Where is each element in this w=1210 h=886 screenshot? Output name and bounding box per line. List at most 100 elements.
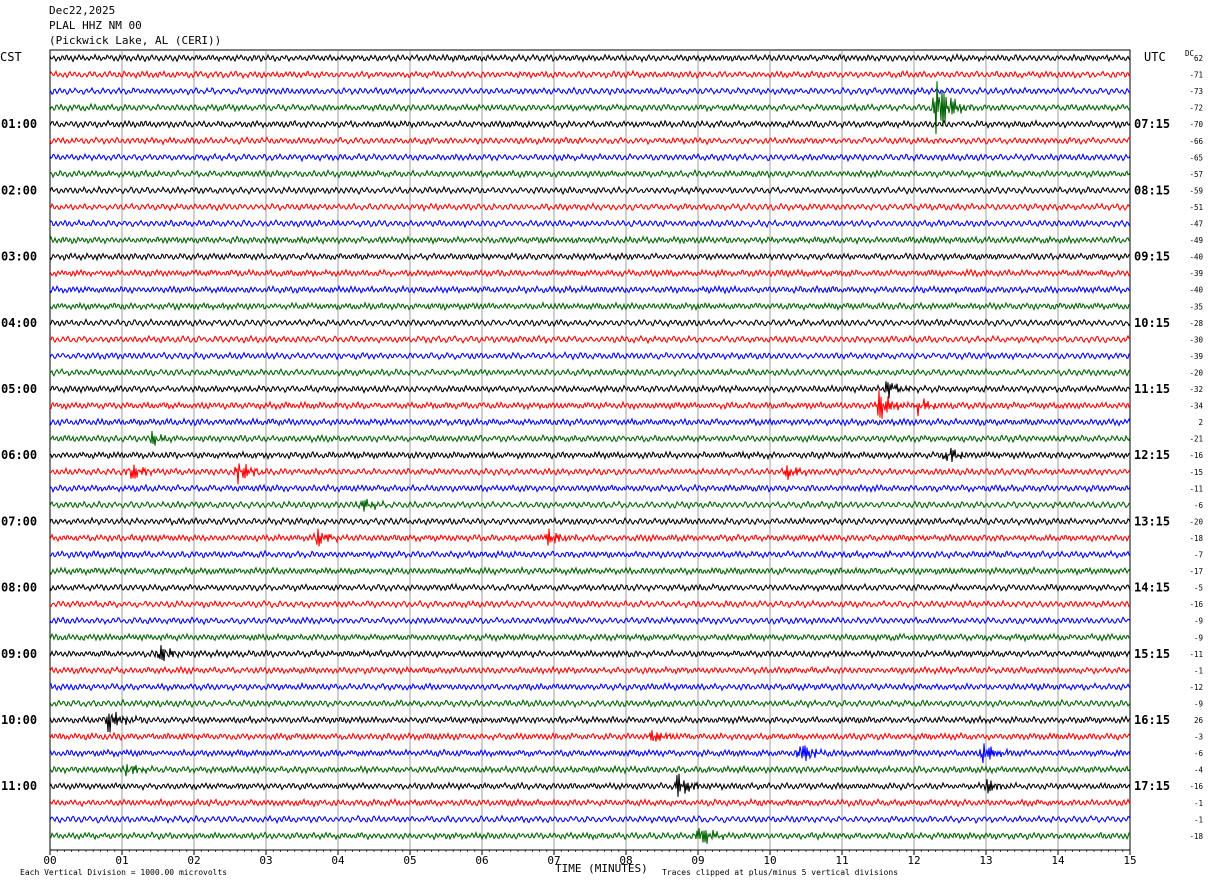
right-hour-label: 10:15 <box>1134 316 1170 330</box>
seismic-trace <box>49 202 1131 212</box>
left-hour-label: 06:00 <box>1 448 37 462</box>
seismic-trace <box>49 549 1131 560</box>
left-hour-label: 11:00 <box>1 779 37 793</box>
seismic-trace <box>49 81 1131 135</box>
left-hour-label: 07:00 <box>1 514 37 528</box>
seismic-trace <box>49 69 1131 80</box>
dc-offset-label: -73 <box>1189 87 1203 96</box>
dc-offset-label: -72 <box>1189 104 1203 113</box>
seismic-trace <box>49 483 1131 494</box>
left-hour-label: 03:00 <box>1 250 37 264</box>
seismic-trace <box>49 268 1131 279</box>
dc-offset-label: -30 <box>1189 335 1203 344</box>
dc-offset-label: -9 <box>1194 633 1203 642</box>
seismic-trace <box>49 218 1131 229</box>
left-zone-label: CST <box>0 50 22 64</box>
dc-offset-label: -21 <box>1189 435 1203 444</box>
clip-note: Traces clipped at plus/minus 5 vertical … <box>662 868 899 877</box>
dc-offset-label: -39 <box>1189 352 1203 361</box>
dc-offset-label: -20 <box>1189 368 1203 377</box>
seismic-trace <box>49 119 1131 130</box>
seismic-trace <box>49 86 1131 96</box>
seismic-trace <box>49 390 1131 419</box>
seismic-trace <box>49 730 1131 742</box>
seismic-trace <box>49 599 1131 610</box>
right-hour-label: 12:15 <box>1134 448 1170 462</box>
right-zone-label: UTC <box>1144 50 1166 64</box>
x-tick-label: 15 <box>1123 854 1136 867</box>
dc-offset-label: -20 <box>1189 517 1203 526</box>
seismic-trace <box>49 52 1131 64</box>
left-hour-label: 08:00 <box>1 581 37 595</box>
dc-offset-label: -40 <box>1189 253 1203 262</box>
left-hour-label: 01:00 <box>1 117 37 131</box>
chart-subtitle: (Pickwick Lake, AL (CERI)) <box>49 34 222 47</box>
seismic-trace <box>49 616 1131 626</box>
x-tick-label: 14 <box>1051 854 1065 867</box>
seismic-trace <box>49 301 1131 312</box>
x-tick-label: 09 <box>691 854 704 867</box>
seismic-trace <box>49 152 1131 163</box>
seismic-trace <box>49 797 1131 808</box>
x-tick-label: 08 <box>619 854 632 867</box>
seismic-trace <box>49 136 1131 146</box>
right-hour-label: 13:15 <box>1134 514 1170 528</box>
right-hour-label: 14:15 <box>1134 581 1170 595</box>
seismic-trace <box>49 334 1131 345</box>
left-hour-label: 09:00 <box>1 647 37 661</box>
dc-offset-label: -4 <box>1194 766 1204 775</box>
dc-offset-label: -34 <box>1189 402 1203 411</box>
seismic-trace <box>49 430 1131 446</box>
dc-offset-label: -39 <box>1189 269 1203 278</box>
seismic-trace <box>49 528 1131 547</box>
right-hour-label: 09:15 <box>1134 250 1170 264</box>
x-tick-label: 10 <box>763 854 776 867</box>
left-hour-label: 04:00 <box>1 316 37 330</box>
seismic-trace <box>49 565 1131 577</box>
right-hour-label: 11:15 <box>1134 382 1170 396</box>
seismic-trace <box>49 235 1130 246</box>
dc-offset-label: -6 <box>1194 749 1204 758</box>
dc-offset-label: -16 <box>1189 782 1203 791</box>
seismic-trace <box>49 251 1131 262</box>
x-tick-label: 03 <box>259 854 272 867</box>
dc-offset-label: -1 <box>1194 815 1203 824</box>
seismic-trace <box>49 516 1131 527</box>
seismic-trace <box>49 381 1131 399</box>
dc-offset-label: -59 <box>1189 186 1203 195</box>
left-hour-label: 05:00 <box>1 382 37 396</box>
left-hour-label: 10:00 <box>1 713 37 727</box>
chart-date: Dec22,2025 <box>49 4 116 17</box>
right-hour-label: 16:15 <box>1134 713 1170 727</box>
dc-offset-label: 26 <box>1194 716 1204 725</box>
dc-offset-label: 62 <box>1194 54 1203 63</box>
right-hour-label: 08:15 <box>1134 183 1170 197</box>
seismic-trace <box>49 367 1131 378</box>
seismic-trace <box>49 463 1131 485</box>
seismic-trace <box>49 351 1131 361</box>
dc-offset-label: -1 <box>1194 799 1203 808</box>
chart-title: PLAL HHZ NM 00 <box>49 19 142 32</box>
dc-offset-label: -49 <box>1189 236 1203 245</box>
dc-header: DC <box>1185 49 1194 58</box>
dc-offset-label: -57 <box>1189 170 1203 179</box>
seismic-trace <box>49 582 1131 593</box>
x-tick-label: 12 <box>907 854 920 867</box>
right-hour-label: 15:15 <box>1134 647 1170 661</box>
seismic-trace <box>49 773 1131 797</box>
dc-offset-label: -11 <box>1189 650 1203 659</box>
dc-offset-label: -28 <box>1189 319 1203 328</box>
seismic-trace <box>49 645 1131 662</box>
x-axis-label: TIME (MINUTES) <box>555 862 648 875</box>
left-hour-label: 02:00 <box>1 183 37 197</box>
x-tick-label: 11 <box>835 854 848 867</box>
dc-offset-label: -12 <box>1189 683 1203 692</box>
x-tick-label: 02 <box>187 854 200 867</box>
dc-offset-label: -6 <box>1194 501 1204 510</box>
dc-offset-label: -5 <box>1194 584 1203 593</box>
seismic-trace <box>49 632 1131 643</box>
dc-offset-label: -7 <box>1194 551 1203 560</box>
dc-offset-label: -16 <box>1189 600 1203 609</box>
dc-offset-label: -17 <box>1189 567 1203 576</box>
